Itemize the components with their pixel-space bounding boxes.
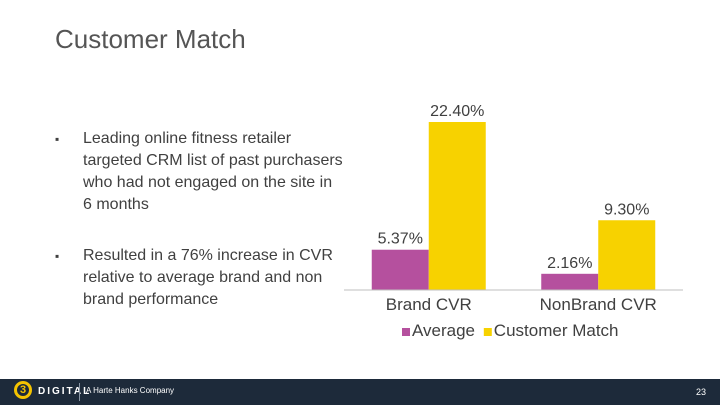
category-label: Brand CVR xyxy=(386,295,472,314)
data-label: 22.40% xyxy=(430,103,484,120)
slide-title: Customer Match xyxy=(55,24,246,54)
category-label: NonBrand CVR xyxy=(540,295,657,314)
legend-swatch xyxy=(483,328,492,336)
legend-label: Customer Match xyxy=(494,321,619,340)
page-number: 23 xyxy=(695,387,706,397)
bullet-list: ▪ Leading online fitness retailer target… xyxy=(55,128,345,340)
bar xyxy=(371,249,429,290)
bar xyxy=(428,122,486,290)
logo-icon: 3 xyxy=(14,381,32,399)
bar-chart: 5.37% 22.40% Brand CVR 2.16% 9.30% NonBrand C… xyxy=(344,103,683,340)
logo-wordmark: DIGITAL xyxy=(38,386,92,397)
bar xyxy=(541,273,599,290)
bar xyxy=(598,220,656,290)
bullet-text: Leading online fitness retailer targeted… xyxy=(83,130,343,213)
bullet-item: ▪ Leading online fitness retailer target… xyxy=(55,128,345,216)
data-label: 9.30% xyxy=(604,201,649,218)
legend-label: Average xyxy=(412,321,475,340)
legend-swatch xyxy=(402,328,410,336)
bullet-text: Resulted in a 76% increase in CVR relati… xyxy=(83,247,333,308)
data-label: 2.16% xyxy=(547,255,592,272)
company-tagline: A Harte Hanks Company xyxy=(86,386,175,395)
bullet-item: ▪ Resulted in a 76% increase in CVR rela… xyxy=(55,245,345,311)
bullet-marker: ▪ xyxy=(55,132,60,146)
footer-bar: 3 DIGITAL A Harte Hanks Company 23 xyxy=(0,379,720,405)
footer-divider xyxy=(79,383,80,401)
data-label: 5.37% xyxy=(378,231,423,248)
bullet-marker: ▪ xyxy=(55,249,60,263)
